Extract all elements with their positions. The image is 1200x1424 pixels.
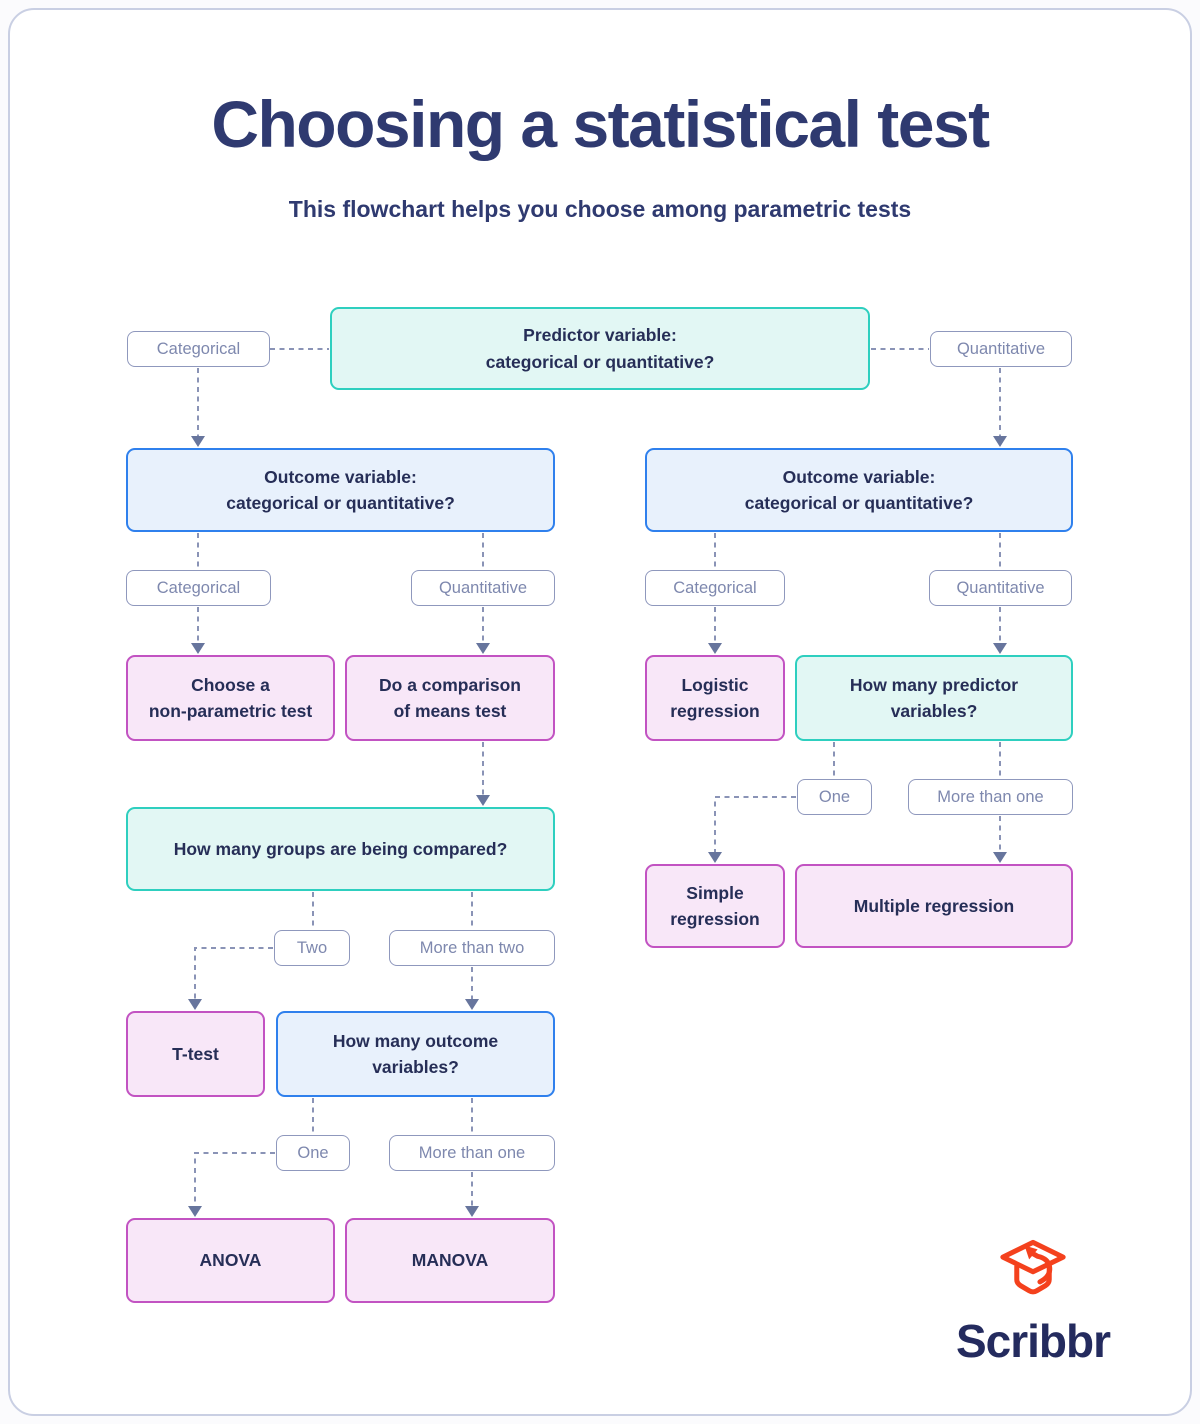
scribbr-logo: Scribbr [938, 1237, 1128, 1368]
node-predictor-variable: Predictor variable: categorical or quant… [330, 307, 870, 390]
node-means-test: Do a comparison of means test [345, 655, 555, 741]
chip-more-than-two: More than two [389, 930, 555, 966]
chip-two: Two [274, 930, 350, 966]
node-outcome-variable-left: Outcome variable: categorical or quantit… [126, 448, 555, 532]
page-title: Choosing a statistical test [211, 87, 990, 161]
chip-categorical-right: Categorical [645, 570, 785, 606]
node-anova: ANOVA [126, 1218, 335, 1303]
chip-one-left: One [276, 1135, 350, 1171]
node-outcome-count: How many outcome variables? [276, 1011, 555, 1097]
node-logistic-regression: Logistic regression [645, 655, 785, 741]
chip-more-than-one-left: More than one [389, 1135, 555, 1171]
chip-more-than-one-right: More than one [908, 779, 1073, 815]
node-t-test: T-test [126, 1011, 265, 1097]
node-predictor-count: How many predictor variables? [795, 655, 1073, 741]
chip-one-right: One [797, 779, 872, 815]
node-nonparametric-test: Choose a non-parametric test [126, 655, 335, 741]
graduation-cap-icon [1000, 1239, 1066, 1295]
chip-categorical-top: Categorical [127, 331, 270, 367]
brand-wordmark: Scribbr [955, 1315, 1111, 1367]
chip-quantitative-top: Quantitative [930, 331, 1072, 367]
node-manova: MANOVA [345, 1218, 555, 1303]
arrowheads [188, 436, 1007, 1217]
chip-quantitative-left: Quantitative [411, 570, 555, 606]
page-subtitle: This flowchart helps you choose among pa… [288, 196, 912, 222]
chip-categorical-left: Categorical [126, 570, 271, 606]
node-multiple-regression: Multiple regression [795, 864, 1073, 948]
node-outcome-variable-right: Outcome variable: categorical or quantit… [645, 448, 1073, 532]
node-simple-regression: Simple regression [645, 864, 785, 948]
node-groups-compared: How many groups are being compared? [126, 807, 555, 891]
chip-quantitative-right: Quantitative [929, 570, 1072, 606]
